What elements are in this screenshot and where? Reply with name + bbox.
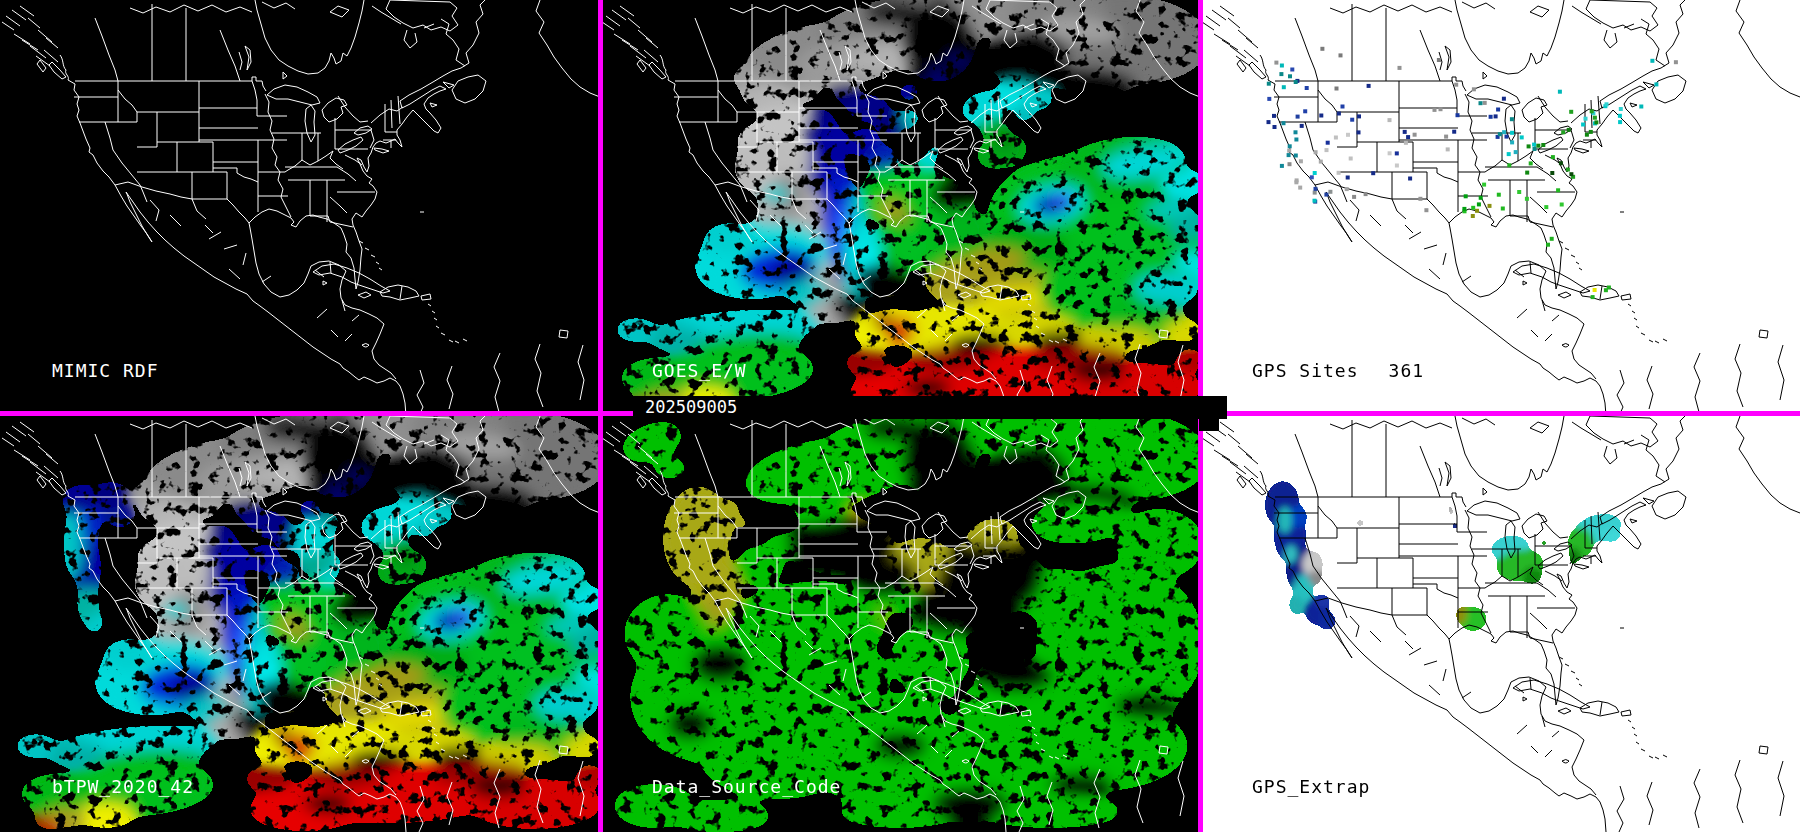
panel-data-source: Data_Source_Code: [600, 416, 1200, 832]
goes-ew-map: [600, 0, 1200, 416]
timestamp-bar-nub: [1199, 419, 1219, 431]
panel-title-data-source: Data_Source_Code: [652, 776, 841, 797]
panel-title-gps-sites: GPS Sites 361: [1252, 360, 1424, 381]
panel-title-goes-ew: GOES_E/W: [652, 360, 747, 381]
gps-sites-count: 361: [1389, 360, 1425, 381]
panel-goes-ew: GOES_E/W: [600, 0, 1200, 416]
gps-sites-title: GPS Sites: [1252, 360, 1359, 381]
panel-mimic-rdf: MIMIC RDF: [0, 0, 600, 416]
data-source-map: [600, 416, 1200, 832]
gps-extrap-map: [1200, 416, 1800, 832]
gps-sites-map: [1200, 0, 1800, 416]
panel-title-btpw: bTPW_2020_42: [52, 776, 194, 797]
mimic-tpw-dashboard: MIMIC RDF GOES_E/W GPS Sites 361 bTPW_202…: [0, 0, 1800, 832]
panel-title-gps-extrap: GPS_Extrap: [1252, 776, 1370, 797]
divider-vertical-left: [598, 0, 603, 832]
panel-gps-extrap: GPS_Extrap: [1200, 416, 1800, 832]
timestamp-text: 202509005: [645, 397, 737, 417]
panel-title-mimic-rdf: MIMIC RDF: [52, 360, 159, 381]
panel-gps-sites: GPS Sites 361: [1200, 0, 1800, 416]
timestamp-bar: 202509005: [633, 396, 1227, 419]
btpw-map: [0, 416, 600, 832]
mimic-rdf-map: [0, 0, 600, 416]
panel-btpw: bTPW_2020_42: [0, 416, 600, 832]
